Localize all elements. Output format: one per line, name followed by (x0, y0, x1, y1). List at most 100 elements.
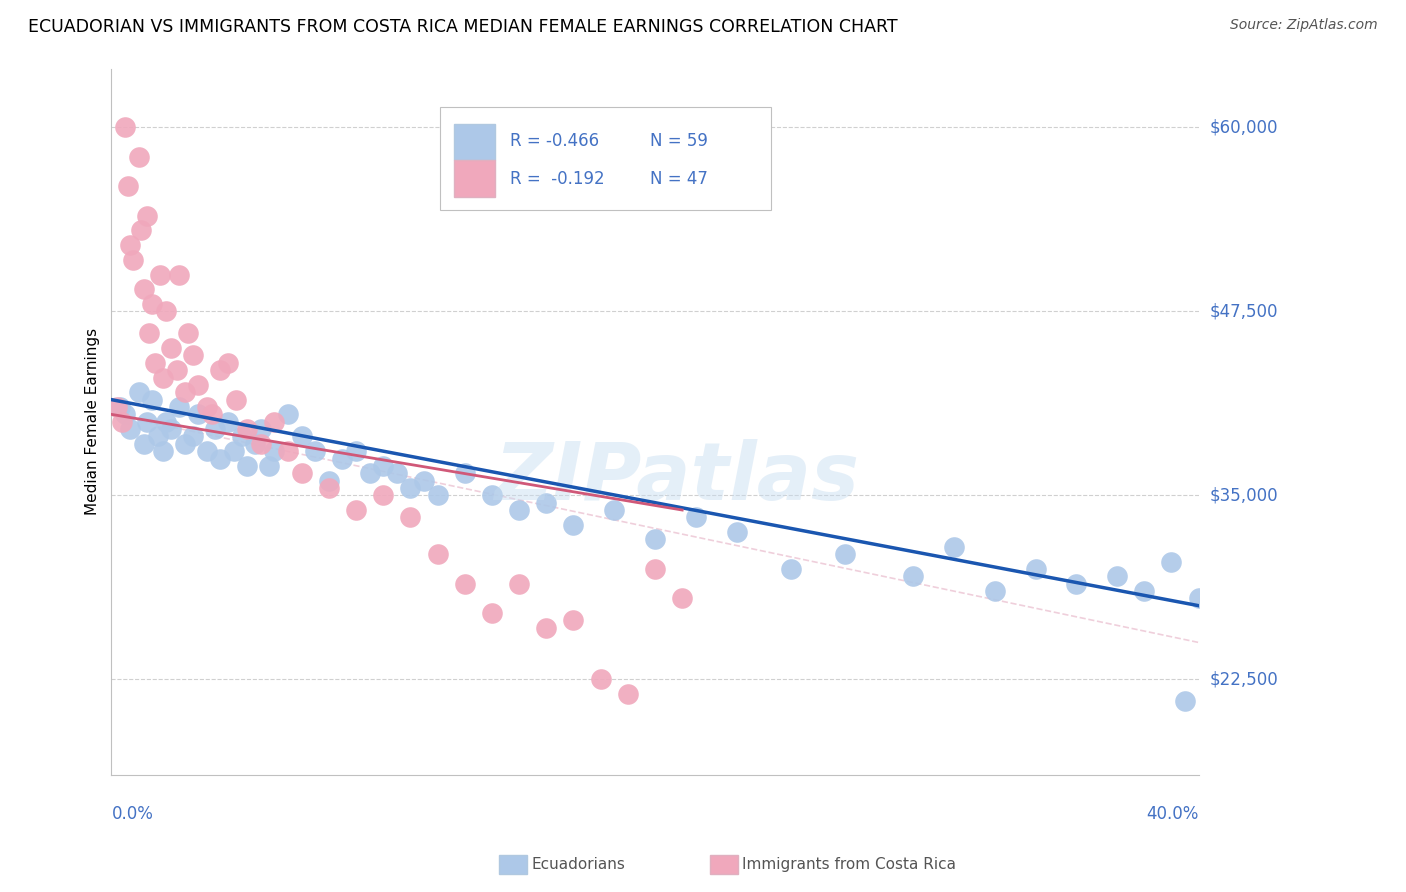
Point (943, 540, 966, 554)
Point (160, 341, 183, 355)
Point (318, 474, 340, 488)
Point (225, 392, 247, 407)
Point (166, 363, 188, 377)
Point (187, 408, 209, 422)
Point (195, 400, 218, 414)
Point (152, 444, 174, 458)
Text: N = 47: N = 47 (650, 169, 707, 187)
Point (250, 422, 273, 436)
Point (173, 437, 195, 451)
Point (399, 481, 422, 495)
Text: $60,000: $60,000 (1209, 119, 1278, 136)
Point (318, 481, 340, 495)
Text: Immigrants from Costa Rica: Immigrants from Costa Rica (742, 857, 956, 871)
Point (1133, 584, 1156, 599)
Point (181, 349, 204, 363)
Point (1188, 591, 1211, 606)
Point (536, 621, 558, 635)
Text: Source: ZipAtlas.com: Source: ZipAtlas.com (1230, 18, 1378, 32)
Point (263, 444, 285, 458)
Point (138, 326, 160, 341)
Point (291, 429, 314, 443)
Point (176, 326, 198, 341)
Point (344, 444, 367, 458)
Point (217, 356, 239, 370)
Point (454, 576, 477, 591)
Point (373, 488, 395, 502)
Point (132, 437, 155, 451)
Point (454, 467, 477, 481)
Text: 40.0%: 40.0% (1146, 805, 1199, 823)
Point (359, 467, 381, 481)
Point (671, 591, 693, 606)
Point (204, 422, 226, 436)
Point (231, 429, 253, 443)
Point (1174, 694, 1197, 708)
Point (128, 385, 150, 400)
FancyBboxPatch shape (454, 124, 495, 161)
Point (209, 363, 232, 377)
Point (117, 179, 139, 194)
Point (141, 297, 163, 311)
Point (108, 400, 131, 414)
Point (589, 673, 612, 687)
Point (114, 120, 136, 135)
Point (685, 510, 707, 524)
Text: R = -0.466: R = -0.466 (510, 132, 599, 150)
Point (135, 415, 157, 429)
Text: $35,000: $35,000 (1209, 486, 1278, 504)
Point (222, 444, 245, 458)
Point (373, 458, 395, 473)
Y-axis label: Median Female Earnings: Median Female Earnings (86, 328, 100, 516)
Point (536, 496, 558, 510)
Point (152, 370, 174, 384)
Point (143, 356, 166, 370)
Point (160, 422, 183, 436)
Point (277, 444, 299, 458)
Point (135, 209, 157, 223)
Point (155, 304, 177, 318)
Point (617, 687, 640, 701)
Point (903, 569, 925, 583)
Point (155, 415, 177, 429)
Point (209, 451, 232, 466)
Point (562, 517, 585, 532)
Point (344, 503, 367, 517)
Text: $22,500: $22,500 (1209, 670, 1278, 689)
Point (173, 385, 195, 400)
Point (984, 584, 1007, 599)
Point (250, 437, 273, 451)
Point (603, 503, 626, 517)
Point (399, 510, 422, 524)
Point (132, 282, 155, 296)
Point (426, 488, 449, 502)
Point (413, 474, 436, 488)
Point (111, 415, 134, 429)
Point (644, 562, 666, 576)
Text: 0.0%: 0.0% (111, 805, 153, 823)
Text: Ecuadorians: Ecuadorians (531, 857, 626, 871)
Point (834, 547, 856, 561)
FancyBboxPatch shape (454, 161, 495, 197)
Point (332, 451, 354, 466)
Point (780, 562, 803, 576)
Point (481, 488, 503, 502)
Point (508, 503, 530, 517)
Point (426, 547, 449, 561)
Point (120, 238, 142, 252)
Point (201, 408, 224, 422)
Point (385, 467, 408, 481)
Point (131, 223, 153, 237)
Point (105, 400, 128, 414)
Text: ZIPatlas: ZIPatlas (495, 439, 859, 517)
Point (120, 422, 142, 436)
Point (481, 606, 503, 620)
Point (114, 408, 136, 422)
Point (128, 150, 150, 164)
Point (291, 467, 314, 481)
Point (304, 444, 326, 458)
Point (195, 444, 218, 458)
FancyBboxPatch shape (440, 107, 772, 210)
Point (725, 525, 748, 540)
Point (263, 415, 285, 429)
